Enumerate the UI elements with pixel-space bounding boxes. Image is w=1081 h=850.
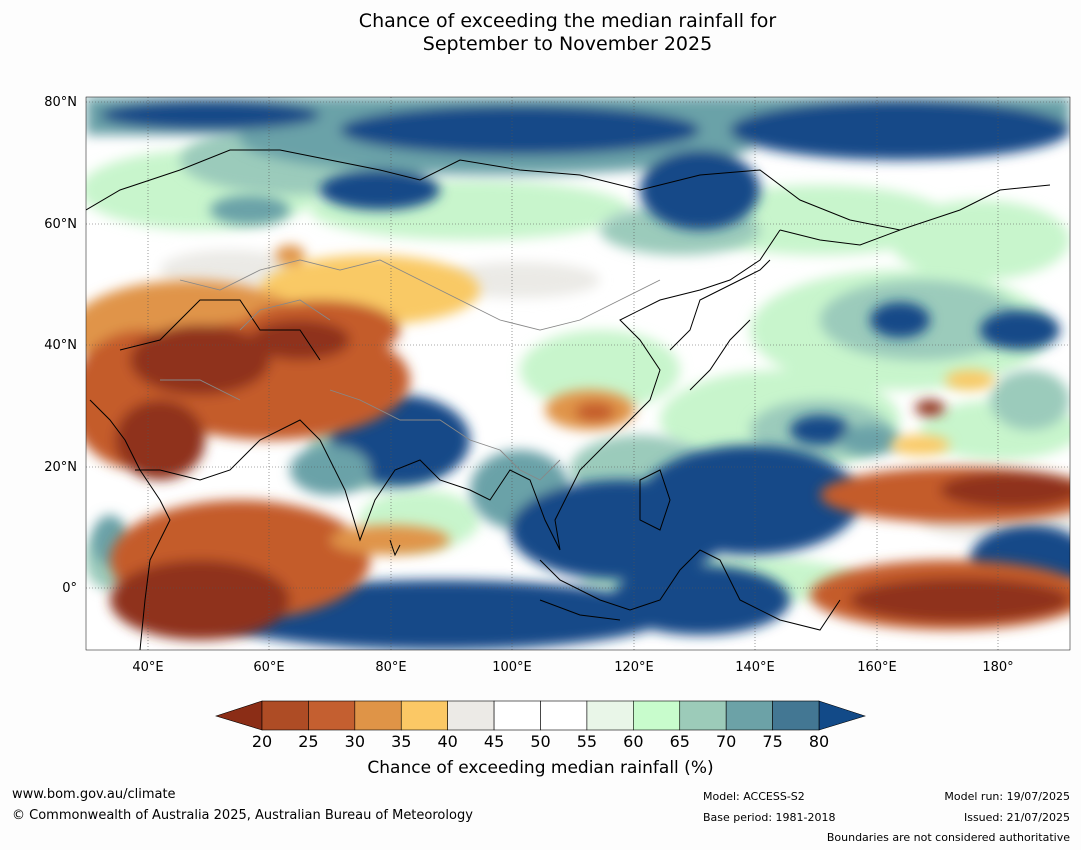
website-link[interactable]: www.bom.gov.au/climate (12, 787, 176, 802)
colorbar-under-arrow (215, 700, 263, 731)
lon-label-40e: 40°E (132, 660, 163, 675)
colorbar-cell (540, 700, 588, 731)
colorbar-tick-label: 60 (623, 732, 644, 751)
model-name: Model: ACCESS-S2 (703, 790, 805, 803)
issued-date: Issued: 21/07/2025 (963, 811, 1070, 824)
colorbar-tick-label: 20 (251, 732, 273, 751)
map-frame (85, 96, 1071, 651)
graticule (86, 97, 1070, 650)
colorbar-tick-label: 75 (762, 732, 783, 751)
country-borders (160, 259, 661, 481)
lon-label-160e: 160°E (857, 660, 897, 675)
lon-label-80e: 80°E (375, 660, 406, 675)
lat-label-40n: 40°N (44, 338, 77, 353)
lat-label-0: 0° (62, 581, 77, 596)
copyright-text: © Commonwealth of Australia 2025, Austra… (12, 808, 473, 823)
colorbar-tick-label: 50 (530, 732, 551, 751)
colorbar-cell (447, 700, 495, 731)
colorbar-tick-label: 40 (437, 732, 458, 751)
lat-label-20n: 20°N (44, 460, 77, 475)
chart-title: Chance of exceeding the median rainfall … (0, 10, 1081, 56)
colorbar-tick-label: 80 (808, 732, 830, 751)
lon-label-180: 180° (982, 660, 1013, 675)
colorbar-tick-label: 65 (669, 732, 690, 751)
lon-label-100e: 100°E (492, 660, 532, 675)
lon-label-60e: 60°E (253, 660, 284, 675)
colorbar-cell (308, 700, 356, 731)
colorbar-cell (725, 700, 773, 731)
colorbar-cell (493, 700, 541, 731)
colorbar-cell (261, 700, 309, 731)
title-line-2: September to November 2025 (422, 33, 713, 55)
dry-patches (86, 245, 1070, 640)
colorbar-cell (633, 700, 681, 731)
colorbar-tick-label: 30 (344, 732, 366, 751)
colorbar-tick-label: 70 (715, 732, 737, 751)
wet-strong-patches (86, 97, 1070, 650)
title-line-1: Chance of exceeding the median rainfall … (358, 10, 777, 32)
disclaimer-text: Boundaries are not considered authoritat… (826, 831, 1070, 844)
latitude-labels: 80°N 60°N 40°N 20°N 0° (44, 95, 77, 596)
colorbar-cell (586, 700, 634, 731)
colorbar-tick-label: 55 (576, 732, 598, 751)
base-period: Base period: 1981-2018 (703, 811, 836, 824)
longitude-labels: 40°E 60°E 80°E 100°E 120°E 140°E 160°E 1… (132, 660, 1013, 675)
lat-label-80n: 80°N (44, 95, 77, 110)
lat-label-60n: 60°N (44, 217, 77, 232)
colorbar-cells (261, 700, 820, 731)
colorbar (215, 700, 866, 731)
colorbar-cell (400, 700, 448, 731)
colorbar-cell (772, 700, 820, 731)
map-panel (86, 97, 1070, 650)
colorbar-tick-label: 25 (298, 732, 319, 751)
colorbar-cell (354, 700, 402, 731)
colorbar-label: Chance of exceeding median rainfall (%) (367, 758, 714, 778)
lon-label-120e: 120°E (614, 660, 654, 675)
coastlines (86, 149, 1051, 650)
colorbar-tick-label: 35 (391, 732, 412, 751)
colorbar-tick-label: 45 (483, 732, 505, 751)
model-run-date: Model run: 19/07/2025 (944, 790, 1070, 803)
colorbar-over-arrow (818, 700, 866, 731)
colorbar-cell (679, 700, 727, 731)
lon-label-140e: 140°E (735, 660, 775, 675)
